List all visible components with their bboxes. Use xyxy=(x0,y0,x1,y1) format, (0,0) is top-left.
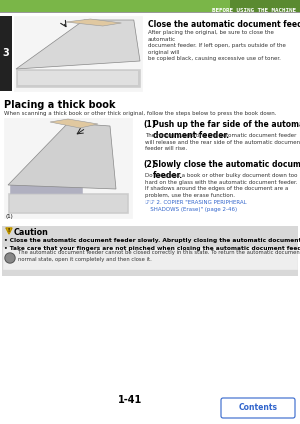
Text: SHADOWS (Erase)" (page 2-46): SHADOWS (Erase)" (page 2-46) xyxy=(145,207,237,212)
Bar xyxy=(0,16,12,91)
Bar xyxy=(14,16,142,91)
Text: The hinges supporting the automatic document feeder
will release and the rear si: The hinges supporting the automatic docu… xyxy=(145,133,300,151)
Polygon shape xyxy=(66,19,122,26)
Text: The automatic document feeder cannot be closed correctly in this state. To retur: The automatic document feeder cannot be … xyxy=(18,250,300,262)
Text: (2): (2) xyxy=(80,148,88,153)
Bar xyxy=(18,71,138,85)
Bar xyxy=(4,118,132,218)
Text: (1): (1) xyxy=(143,120,155,129)
Text: After placing the original, be sure to close the automatic
document feeder. If l: After placing the original, be sure to c… xyxy=(148,30,286,61)
Text: (1): (1) xyxy=(6,214,14,219)
Text: • Take care that your fingers are not pinched when closing the automatic documen: • Take care that your fingers are not pi… xyxy=(4,246,300,251)
Bar xyxy=(0,92,300,93)
Polygon shape xyxy=(50,119,98,128)
Text: Caution: Caution xyxy=(14,228,49,237)
Text: ☞☞ 2. COPIER "ERASING PERIPHERAL: ☞☞ 2. COPIER "ERASING PERIPHERAL xyxy=(145,200,247,205)
Bar xyxy=(16,69,140,87)
Text: Close the automatic document feeder.: Close the automatic document feeder. xyxy=(148,20,300,29)
Polygon shape xyxy=(8,123,116,189)
Circle shape xyxy=(6,254,14,262)
Text: • Close the automatic document feeder slowly. Abruptly closing the automatic doc: • Close the automatic document feeder sl… xyxy=(4,238,300,243)
FancyBboxPatch shape xyxy=(221,398,295,418)
Bar xyxy=(0,0,300,12)
Bar xyxy=(230,0,300,12)
Text: When scanning a thick book or other thick original, follow the steps below to pr: When scanning a thick book or other thic… xyxy=(4,111,277,116)
Text: Placing a thick book: Placing a thick book xyxy=(4,100,116,110)
Text: Do not press a book or other bulky document down too
hard on the glass with the : Do not press a book or other bulky docum… xyxy=(145,173,298,198)
Text: (2): (2) xyxy=(143,160,155,169)
Text: 1-41: 1-41 xyxy=(118,395,142,405)
Bar xyxy=(10,195,126,211)
Bar xyxy=(8,193,128,213)
Bar xyxy=(2,226,298,276)
Bar xyxy=(3,247,297,269)
Text: 3: 3 xyxy=(3,48,9,59)
Text: !: ! xyxy=(8,228,10,233)
Polygon shape xyxy=(16,20,140,69)
Text: Slowly close the automatic document
feeder.: Slowly close the automatic document feed… xyxy=(153,160,300,180)
Text: Push up the far side of the automatic
document feeder.: Push up the far side of the automatic do… xyxy=(153,120,300,140)
Text: BEFORE USING THE MACHINE: BEFORE USING THE MACHINE xyxy=(212,8,296,12)
Bar xyxy=(0,12,300,13)
Polygon shape xyxy=(6,228,12,234)
Bar xyxy=(10,183,82,193)
Circle shape xyxy=(5,253,15,263)
Text: Contents: Contents xyxy=(238,404,278,413)
